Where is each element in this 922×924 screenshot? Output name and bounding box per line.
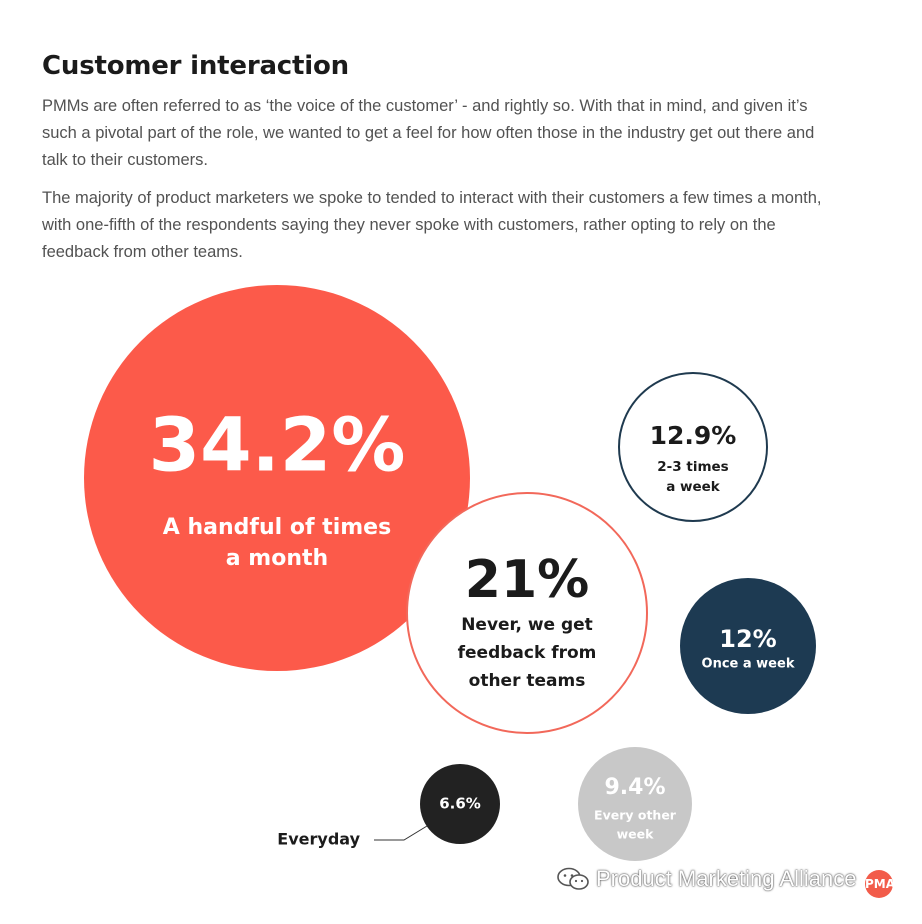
bubble-circle [618, 372, 768, 522]
bubble-category-label: Never, we get [461, 615, 593, 635]
bubble-category-label: Everyday [277, 830, 360, 849]
bubble-category-label: 2-3 times [657, 459, 728, 475]
bubble-circle [406, 492, 648, 734]
bubble-circle [84, 285, 470, 671]
wechat-icon [557, 867, 589, 890]
bubble-category-label: Once a week [702, 657, 795, 672]
bubble-everyday: 6.6% [420, 764, 500, 844]
bubble-value-label: 6.6% [439, 795, 481, 813]
bubble-category-label: Every other [594, 808, 677, 823]
pma-logo-badge: PMA [865, 870, 895, 898]
bubble-category-label: feedback from [458, 643, 597, 663]
bubble-value-label: 34.2% [149, 403, 406, 489]
bubble-value-label: 12.9% [650, 421, 737, 450]
bubble-category-label: a month [226, 546, 328, 571]
bubble-value-label: 21% [465, 550, 589, 610]
bubble-category-label: other teams [469, 671, 586, 691]
bubble-circle [680, 578, 816, 714]
bubble-circle [420, 764, 500, 844]
bubble-category-label: A handful of times [163, 515, 391, 540]
intro-paragraph: PMMs are often referred to as ‘the voice… [42, 97, 815, 169]
bubble-circle [578, 747, 692, 861]
bubble-value-label: 9.4% [604, 775, 665, 800]
bubble-category-label: week [617, 827, 655, 842]
bubble-once-a-week: 12% Once a week [680, 578, 816, 714]
bubble-category-label: a week [666, 479, 721, 495]
page-title: Customer interaction [42, 51, 349, 81]
watermark-text: Product Marketing Alliance [596, 866, 857, 891]
bubble-2-3-times-a-week: 12.9% 2-3 times a week [618, 372, 768, 522]
bubble-never-we-get-feedback-from-other-teams: 21% Never, we get feedback from other teams [406, 492, 648, 734]
bubble-value-label: 12% [719, 625, 776, 653]
findings-paragraph: The majority of product marketers we spo… [42, 189, 822, 261]
bubble-a-handful-of-times-a-month: 34.2% A handful of times a month [84, 285, 470, 671]
bubble-every-other-week: 9.4% Every other week [578, 747, 692, 861]
leader-line [374, 825, 428, 841]
watermark: Product Marketing Alliance [556, 866, 856, 892]
